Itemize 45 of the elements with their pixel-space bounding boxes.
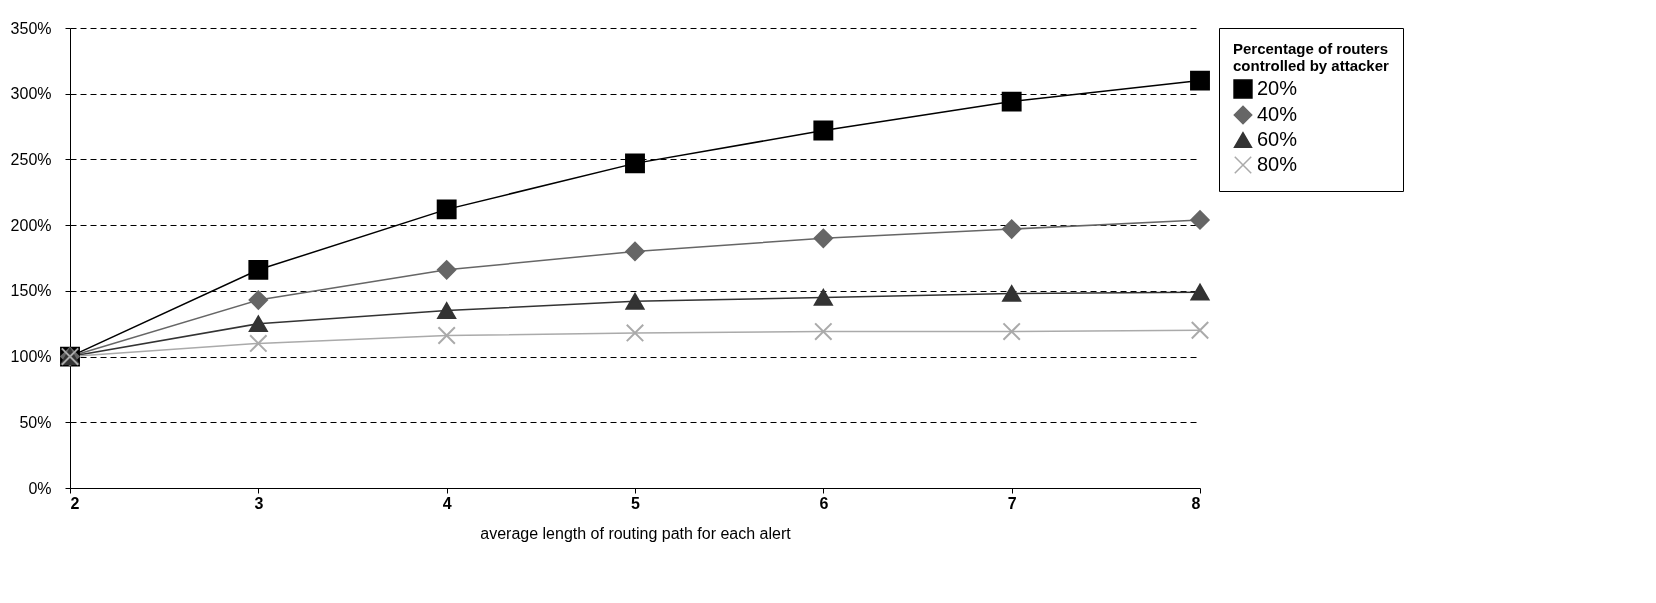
y-tick-label: 350% (10, 19, 52, 37)
x-tick-label: 3 (254, 494, 264, 512)
point (248, 315, 268, 333)
legend-label: 60% (1257, 128, 1298, 150)
x-axis-title: average length of routing path for each alert (480, 524, 792, 542)
point (625, 153, 645, 174)
point (625, 293, 645, 310)
point (1190, 70, 1210, 91)
x-tick-label: 6 (819, 494, 829, 512)
y-tick-label: 250% (10, 150, 52, 168)
point (248, 259, 269, 280)
y-tick-label: 200% (10, 216, 52, 234)
point (1001, 91, 1022, 112)
point (814, 322, 833, 341)
point (1190, 210, 1210, 230)
point (813, 228, 834, 248)
y-tick-label: 100% (10, 348, 52, 366)
point (1190, 321, 1210, 340)
legend-label: 80% (1257, 153, 1298, 175)
point (436, 199, 457, 220)
point (1002, 322, 1021, 341)
legend-title: Percentage of routers controlled by attacker (1233, 40, 1390, 74)
point (813, 120, 834, 141)
point (813, 289, 833, 306)
point (249, 334, 268, 353)
x-tick-label: 8 (1191, 494, 1201, 512)
legend-label: 40% (1257, 103, 1298, 125)
x-tick-label: 5 (631, 494, 641, 512)
x-tick-label: 2 (70, 494, 80, 512)
point (437, 326, 456, 345)
point (625, 241, 645, 262)
point (436, 260, 457, 280)
x-tick-label: 7 (1007, 494, 1017, 512)
point (1002, 285, 1022, 302)
point (625, 323, 645, 343)
y-tick-label: 0% (28, 479, 52, 497)
point (1001, 219, 1022, 239)
point (1190, 283, 1210, 301)
y-tick-label: 150% (10, 282, 52, 300)
point (437, 302, 457, 319)
x-tick-label: 4 (442, 494, 452, 512)
legend-label: 20% (1257, 77, 1298, 99)
y-tick-label: 300% (10, 85, 52, 103)
point (248, 290, 269, 310)
y-tick-label: 50% (19, 413, 52, 431)
